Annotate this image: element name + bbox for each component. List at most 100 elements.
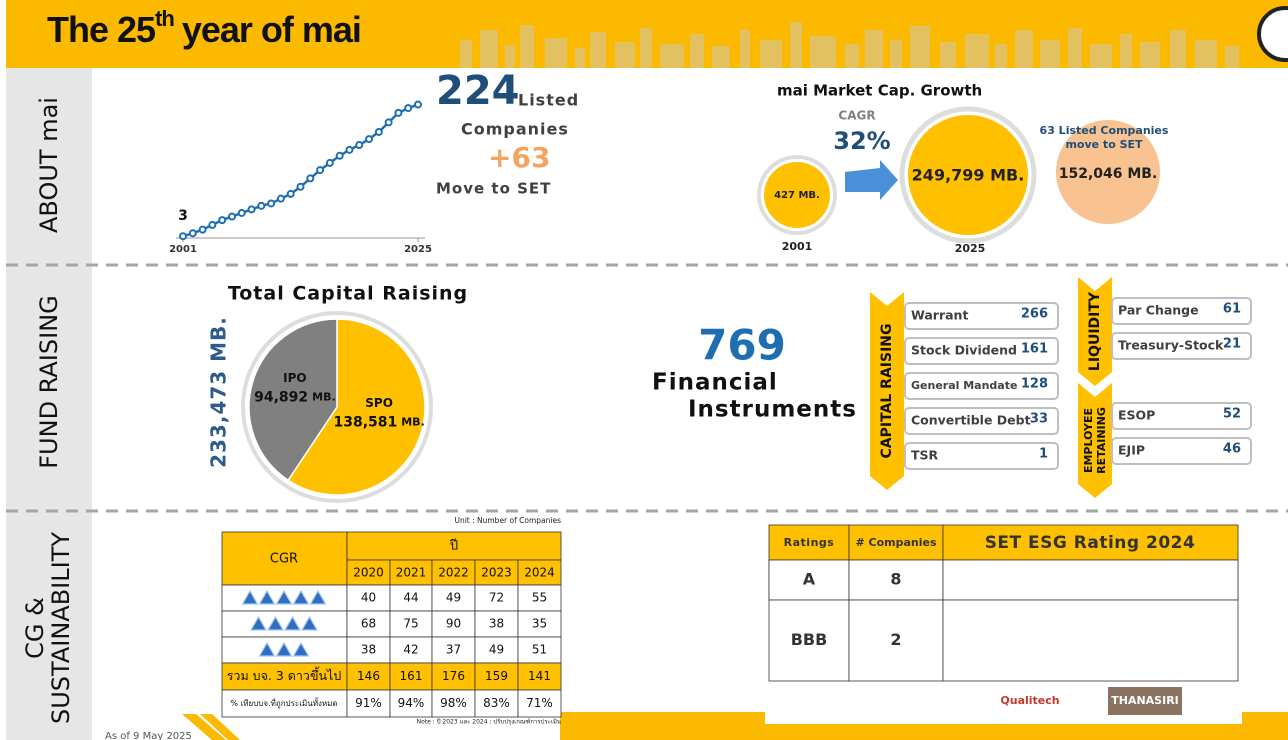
table-cell bbox=[221, 689, 348, 718]
table-value: 90 bbox=[446, 617, 461, 631]
skyline bbox=[865, 30, 883, 68]
line-point bbox=[276, 194, 285, 203]
instrument-box bbox=[904, 372, 1059, 400]
instrument-name: Par Change bbox=[1118, 303, 1199, 318]
table-value: 37 bbox=[446, 643, 461, 657]
skyline bbox=[690, 34, 704, 68]
pie-slice bbox=[287, 318, 426, 496]
skyline bbox=[575, 48, 585, 68]
instrument-box bbox=[904, 337, 1059, 365]
skyline bbox=[810, 36, 836, 68]
bubble-year: 2001 bbox=[782, 240, 813, 253]
skyline bbox=[1040, 40, 1060, 68]
cagr-label: CAGR bbox=[838, 109, 875, 123]
line-point bbox=[286, 189, 295, 198]
star-icon bbox=[292, 641, 310, 657]
skyline bbox=[1068, 28, 1082, 68]
line-point bbox=[296, 182, 305, 191]
skyline bbox=[740, 30, 750, 68]
cgr-stars bbox=[241, 589, 327, 605]
table-cell bbox=[431, 610, 476, 638]
skyline bbox=[890, 40, 902, 68]
stripe bbox=[200, 714, 240, 740]
bubble bbox=[764, 162, 830, 228]
star-icon bbox=[266, 615, 285, 631]
listed-count: 224 bbox=[436, 68, 520, 114]
skyline bbox=[1015, 30, 1033, 68]
arrow bbox=[845, 160, 898, 200]
table-cell bbox=[221, 531, 348, 586]
skyline bbox=[520, 25, 534, 68]
instrument-value: 266 bbox=[1021, 307, 1048, 322]
star-icon bbox=[309, 589, 327, 605]
pie-total: 233,473 MB. bbox=[207, 316, 231, 468]
table-value: 72 bbox=[489, 591, 504, 605]
table-year: 2023 bbox=[481, 566, 512, 580]
star-icon bbox=[283, 615, 302, 631]
table-value: 40 bbox=[361, 591, 376, 605]
logo-text: Qualitech bbox=[1000, 694, 1059, 707]
star-icon bbox=[241, 589, 259, 605]
line-point bbox=[218, 216, 227, 225]
table-value: 68 bbox=[361, 617, 376, 631]
table-value: 94% bbox=[398, 696, 425, 710]
table-value: 44 bbox=[403, 591, 418, 605]
table-cell bbox=[942, 524, 1239, 561]
section-label: FUND RAISING bbox=[35, 295, 63, 469]
x-tick-label: 2025 bbox=[404, 244, 432, 255]
listed-word: Listed bbox=[518, 91, 579, 110]
section-label: CG & bbox=[21, 597, 49, 659]
table-cell bbox=[517, 610, 562, 638]
skyline bbox=[790, 22, 802, 68]
esg-head: # Companies bbox=[855, 536, 936, 549]
moved-label: Move to SET bbox=[436, 180, 551, 198]
line-point bbox=[365, 135, 374, 144]
skyline bbox=[845, 44, 859, 68]
instrument-box bbox=[1111, 332, 1252, 360]
skyline bbox=[760, 40, 782, 68]
bubble-label: 249,799 MB. bbox=[912, 166, 1025, 185]
line-point bbox=[414, 100, 422, 109]
esg-rating: BBB bbox=[791, 630, 828, 649]
table-value: 98% bbox=[440, 696, 467, 710]
instrument-box bbox=[1111, 402, 1252, 430]
row-label: รวม บจ. 3 ดาวขึ้นไป bbox=[227, 666, 342, 683]
table-value: 51 bbox=[532, 643, 547, 657]
group-label: RETAINING bbox=[1095, 407, 1108, 474]
table-value: 176 bbox=[442, 669, 465, 683]
logo-text: THANASIRI bbox=[1111, 694, 1179, 707]
table-year: 2024 bbox=[524, 566, 555, 580]
section-label: ABOUT mai bbox=[35, 97, 63, 233]
line-point bbox=[345, 145, 354, 154]
instrument-value: 1 bbox=[1039, 447, 1048, 462]
line-series bbox=[182, 103, 419, 238]
instrument-name: EJIP bbox=[1118, 443, 1145, 458]
line-point bbox=[325, 158, 334, 167]
pie-unit: MB. bbox=[401, 416, 425, 429]
skyline bbox=[590, 32, 606, 68]
table-cell bbox=[389, 610, 433, 638]
table-value: 161 bbox=[400, 669, 423, 683]
skyline bbox=[505, 45, 515, 68]
skyline bbox=[660, 44, 684, 68]
moved-count: +63 bbox=[488, 141, 550, 174]
table-cell bbox=[474, 636, 519, 664]
instrument-name: Stock Dividend bbox=[911, 343, 1017, 358]
logo bbox=[1257, 6, 1288, 62]
esg-title: SET ESG Rating 2024 bbox=[985, 533, 1196, 553]
esg-count: 2 bbox=[890, 630, 901, 649]
pie-unit: MB. bbox=[312, 390, 336, 403]
chevron bbox=[1078, 383, 1112, 498]
instrument-word: Instruments bbox=[688, 397, 857, 423]
table-cell bbox=[431, 584, 476, 612]
table-cell bbox=[346, 559, 391, 586]
star-icon bbox=[300, 615, 319, 631]
table-cell bbox=[389, 689, 433, 718]
instrument-box bbox=[1111, 437, 1252, 465]
row-label: % เทียบบจ.ที่ถูกประเมินทั้งหมด bbox=[230, 697, 337, 709]
star-icon bbox=[292, 589, 310, 605]
table-cell bbox=[517, 689, 562, 718]
instrument-box bbox=[904, 302, 1059, 330]
line-point bbox=[394, 108, 403, 117]
